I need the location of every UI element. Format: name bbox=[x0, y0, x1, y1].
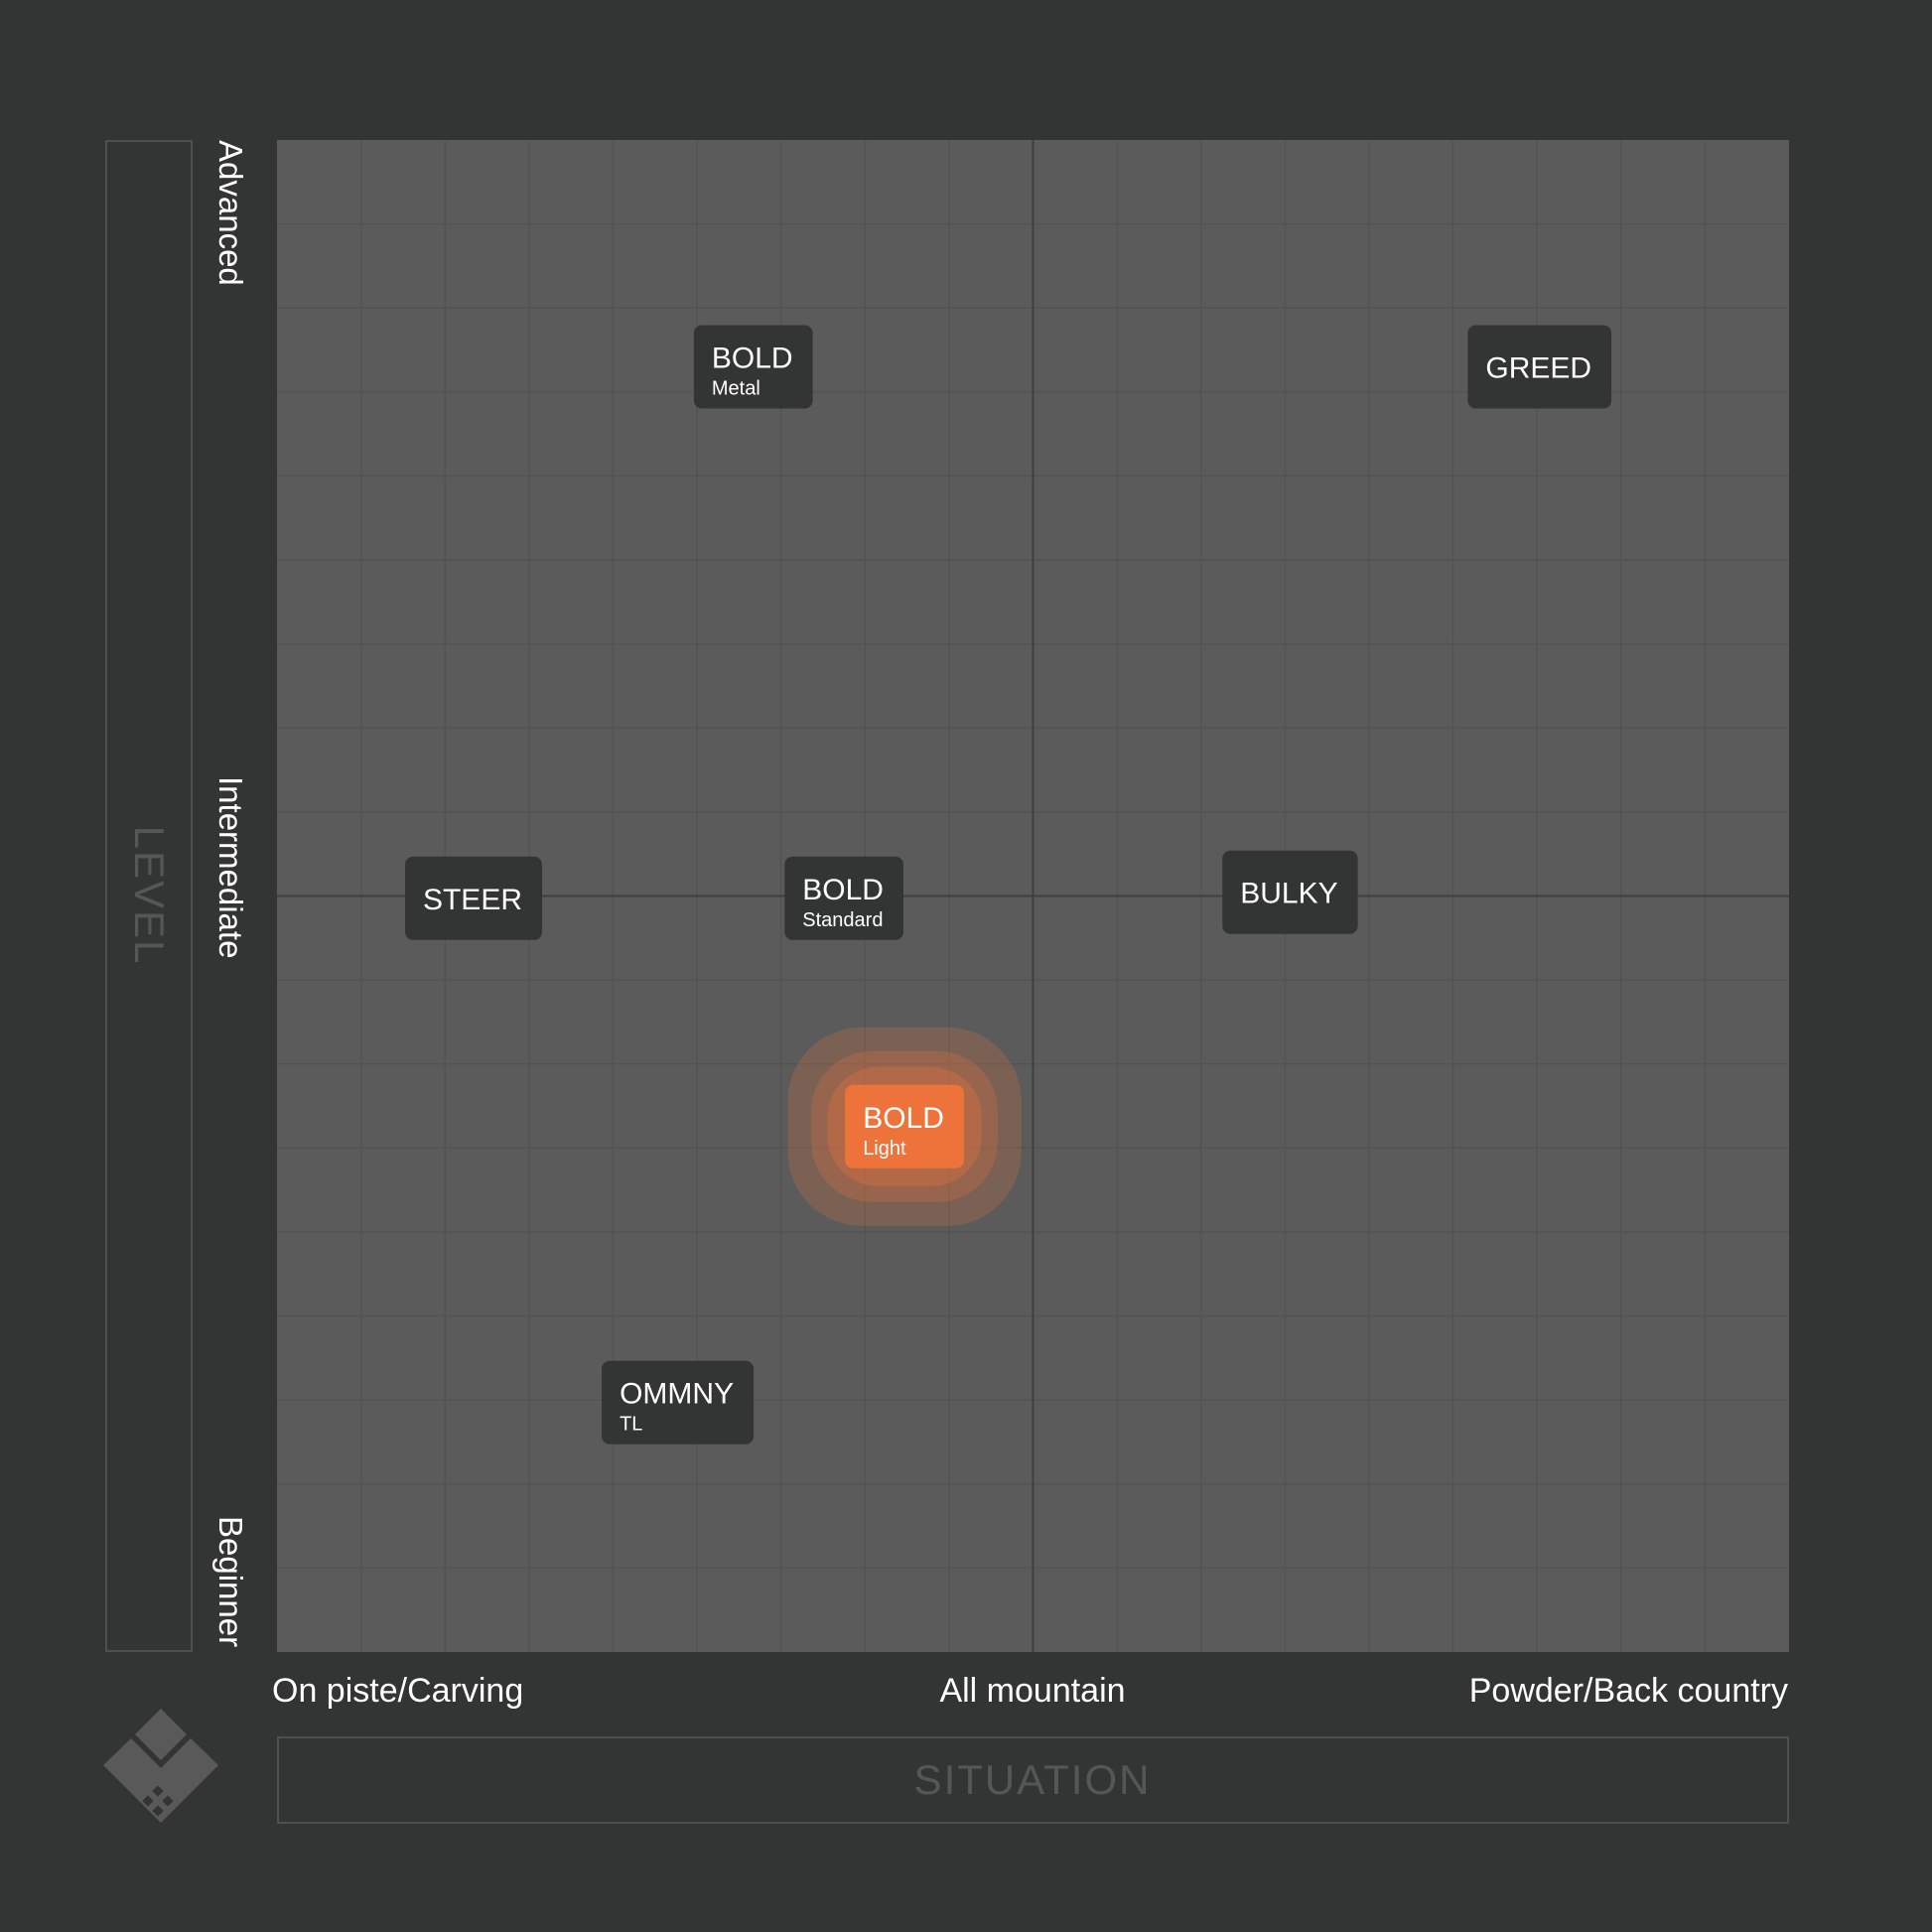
level-axis-title: LEVEL bbox=[126, 825, 173, 966]
point-box-ommny-tl bbox=[602, 1360, 755, 1445]
point-sublabel-bold-metal: Metal bbox=[712, 377, 760, 399]
x-tick-powder: Powder/Back country bbox=[1468, 1672, 1788, 1710]
point-box-bulky bbox=[1222, 850, 1358, 934]
point-sublabel-bold-light: Light bbox=[863, 1138, 906, 1160]
point-label-ommny-tl: OMMNY bbox=[620, 1378, 734, 1411]
y-tick-intermediate: Intermediate bbox=[212, 776, 249, 959]
situation-axis-frame bbox=[277, 1736, 1789, 1824]
y-tick-beginner: Beginner bbox=[212, 1516, 249, 1648]
point-sublabel-bold-standard: Standard bbox=[802, 909, 883, 931]
x-tick-on-piste: On piste/Carving bbox=[272, 1672, 524, 1710]
y-tick-advanced: Advanced bbox=[212, 140, 249, 286]
point-label-bold-metal: BOLD bbox=[712, 342, 793, 374]
point-box-greed bbox=[1467, 325, 1612, 409]
level-axis-frame bbox=[105, 140, 193, 1652]
positioning-chart: BOLD Metal GREED STEER BOLD Standard BULKY BOLD… bbox=[277, 140, 1789, 1652]
point-box-steer bbox=[404, 856, 543, 940]
point-box-bold-standard bbox=[784, 856, 903, 940]
point-sublabel-ommny-tl: TL bbox=[620, 1414, 642, 1436]
point-label-steer: STEER bbox=[423, 884, 522, 916]
x-tick-all-mountain: All mountain bbox=[939, 1672, 1126, 1710]
point-box-bold-light bbox=[845, 1084, 964, 1169]
point-label-bold-standard: BOLD bbox=[802, 874, 884, 906]
point-label-greed: GREED bbox=[1485, 351, 1591, 384]
brand-logo-icon bbox=[103, 1709, 218, 1823]
situation-axis-title: SITUATION bbox=[913, 1756, 1152, 1803]
point-box-bold-metal bbox=[693, 325, 813, 409]
point-label-bulky: BULKY bbox=[1240, 878, 1337, 910]
point-label-bold-light: BOLD bbox=[863, 1102, 944, 1135]
